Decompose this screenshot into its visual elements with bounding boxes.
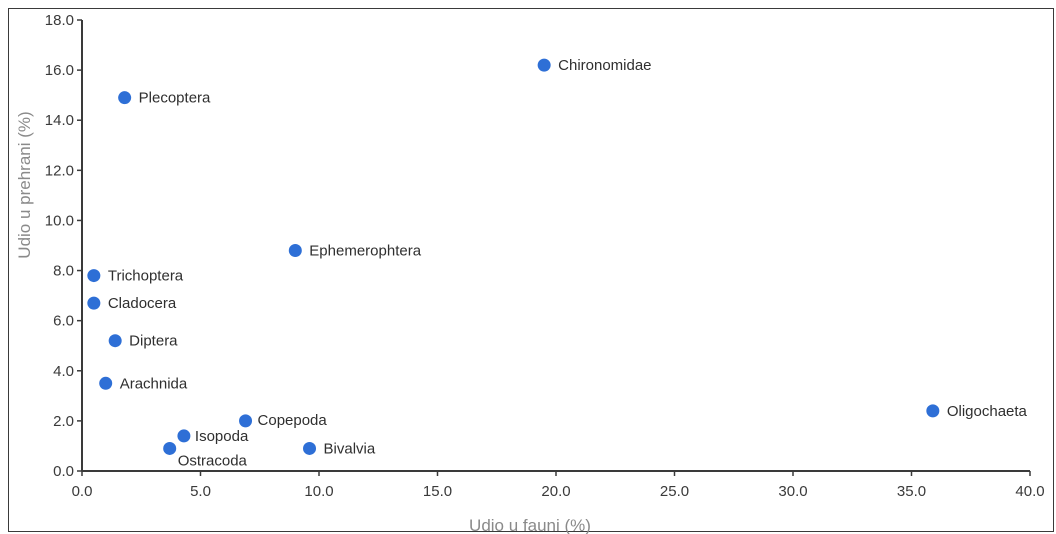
point-label-chironomidae: Chironomidae [558,57,651,74]
y-axis-title: Udio u prehrani (%) [15,111,34,258]
y-tick-label: 2.0 [53,413,74,430]
x-tick-label: 25.0 [660,483,689,500]
x-tick-label: 15.0 [423,483,452,500]
point-label-bivalvia: Bivalvia [324,440,376,457]
point-label-trichoptera: Trichoptera [108,268,184,285]
x-tick-label: 40.0 [1015,483,1044,500]
x-axis-title: Udio u fauni (%) [469,516,591,534]
y-tick-label: 10.0 [45,212,74,229]
y-tick-label: 4.0 [53,363,74,380]
x-tick-label: 10.0 [304,483,333,500]
tick-group: 0.0 5.0 10.0 15.0 20.0 25.0 30.0 35.0 40.0 0.0 2.0… [45,12,1045,500]
x-tick-label: 30.0 [778,483,807,500]
data-point-trichoptera [87,269,101,283]
data-point-chironomidae [537,58,551,72]
point-label-plecoptera: Plecoptera [139,90,211,107]
data-point-cladocera [87,296,101,310]
y-tick-label: 18.0 [45,12,74,29]
x-tick-label: 0.0 [72,483,93,500]
data-point-copepoda [239,414,253,428]
point-label-diptera: Diptera [129,333,178,350]
point-label-ephemerophtera: Ephemerophtera [309,243,421,260]
point-label-cladocera: Cladocera [108,295,177,312]
data-point-isopoda [177,429,191,443]
point-label-arachnida: Arachnida [120,375,188,392]
point-label-ostracoda: Ostracoda [178,452,248,469]
data-point-diptera [108,334,122,348]
x-tick-label: 35.0 [897,483,926,500]
axes [81,20,1030,472]
y-tick-label: 8.0 [53,263,74,280]
chart-frame [8,8,1054,532]
x-tick-label: 5.0 [190,483,211,500]
point-label-oligochaeta: Oligochaeta [947,403,1028,420]
y-tick-label: 16.0 [45,62,74,79]
point-group: Chironomidae Plecoptera Ephemerophtera Tric… [87,57,1028,469]
data-point-oligochaeta [926,404,940,418]
data-point-plecoptera [118,91,132,105]
y-tick-label: 0.0 [53,463,74,480]
x-tick-label: 20.0 [541,483,570,500]
data-point-ostracoda [163,441,177,455]
point-label-isopoda: Isopoda [195,428,249,445]
y-tick-label: 12.0 [45,162,74,179]
point-label-copepoda: Copepoda [258,412,328,429]
data-point-arachnida [99,376,113,390]
data-point-ephemerophtera [288,244,302,258]
y-tick-label: 6.0 [53,313,74,330]
data-point-bivalvia [303,441,317,455]
y-tick-label: 14.0 [45,112,74,129]
